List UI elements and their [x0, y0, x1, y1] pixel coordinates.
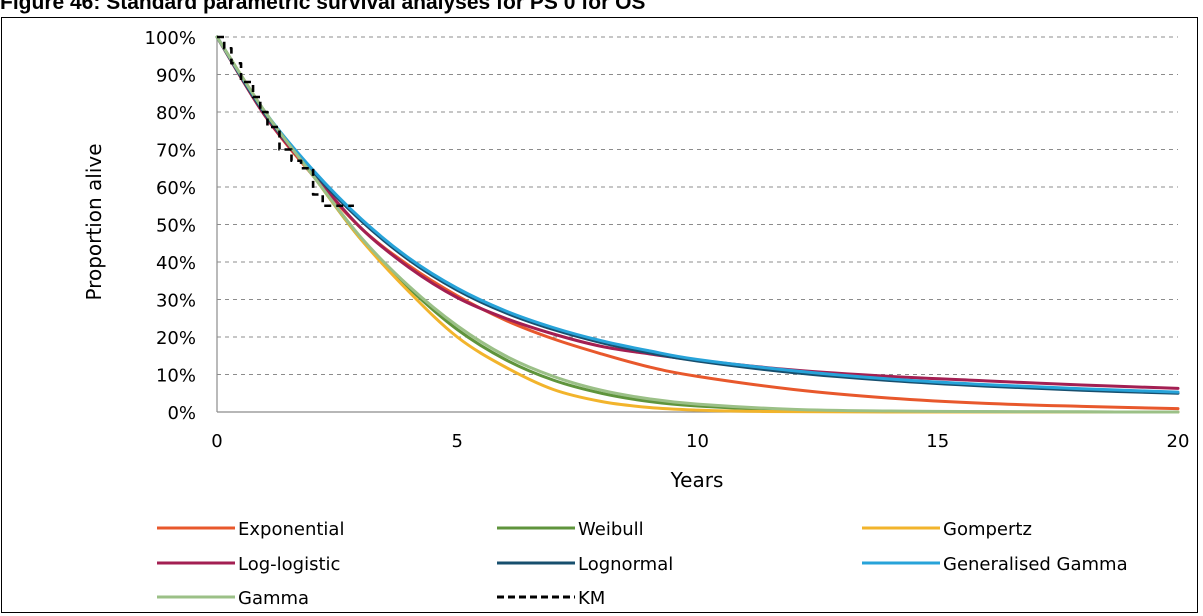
legend-label-generalised-gamma: Generalised Gamma [943, 554, 1128, 575]
x-tick-label: 20 [1167, 431, 1190, 452]
legend-label-gompertz: Gompertz [943, 519, 1032, 540]
gridlines [217, 36, 1178, 375]
x-tick-labels: 0 5 10 15 20 [211, 431, 1189, 452]
figure-title: Figure 46: Standard parametric survival … [0, 0, 646, 14]
y-tick-label: 30% [156, 291, 196, 312]
y-axis-label: Proportion alive [82, 143, 106, 300]
x-axis-label: Years [670, 468, 724, 492]
legend-label-km: KM [578, 588, 605, 609]
series-line-log-logistic [215, 35, 1180, 390]
legend-label-lognormal: Lognormal [578, 554, 673, 575]
y-tick-label: 100% [145, 28, 196, 49]
series-line-lognormal [215, 35, 1180, 395]
y-tick-label: 10% [156, 366, 196, 387]
y-tick-labels: 0% 10% 20% 30% 40% 50% 60% 70% 80% 90% 100% [145, 28, 196, 424]
series-line-gamma [215, 35, 1180, 414]
x-tick-label: 15 [926, 431, 949, 452]
series-lines [215, 35, 1180, 414]
x-tick-label: 10 [686, 431, 709, 452]
legend-label-weibull: Weibull [578, 519, 644, 540]
chart-frame [1, 17, 1198, 613]
x-tick-label: 0 [211, 431, 222, 452]
series-line-exponential [215, 35, 1180, 411]
x-tick-label: 5 [452, 431, 463, 452]
legend-label-gamma: Gamma [238, 588, 309, 609]
legend: Exponential Weibull Gompertz Log-logistic Lo… [157, 519, 1128, 609]
legend-label-exponential: Exponential [238, 519, 344, 540]
y-tick-label: 60% [156, 178, 196, 199]
series-line-generalised-gamma [215, 35, 1180, 394]
series-line-km [217, 35, 354, 208]
y-tick-label: 20% [156, 328, 196, 349]
y-tick-label: 70% [156, 141, 196, 162]
y-tick-label: 80% [156, 103, 196, 124]
y-tick-label: 40% [156, 253, 196, 274]
legend-label-log-logistic: Log-logistic [238, 554, 340, 575]
y-tick-label: 50% [156, 216, 196, 237]
y-tick-label: 90% [156, 66, 196, 87]
y-tick-label: 0% [167, 403, 196, 424]
